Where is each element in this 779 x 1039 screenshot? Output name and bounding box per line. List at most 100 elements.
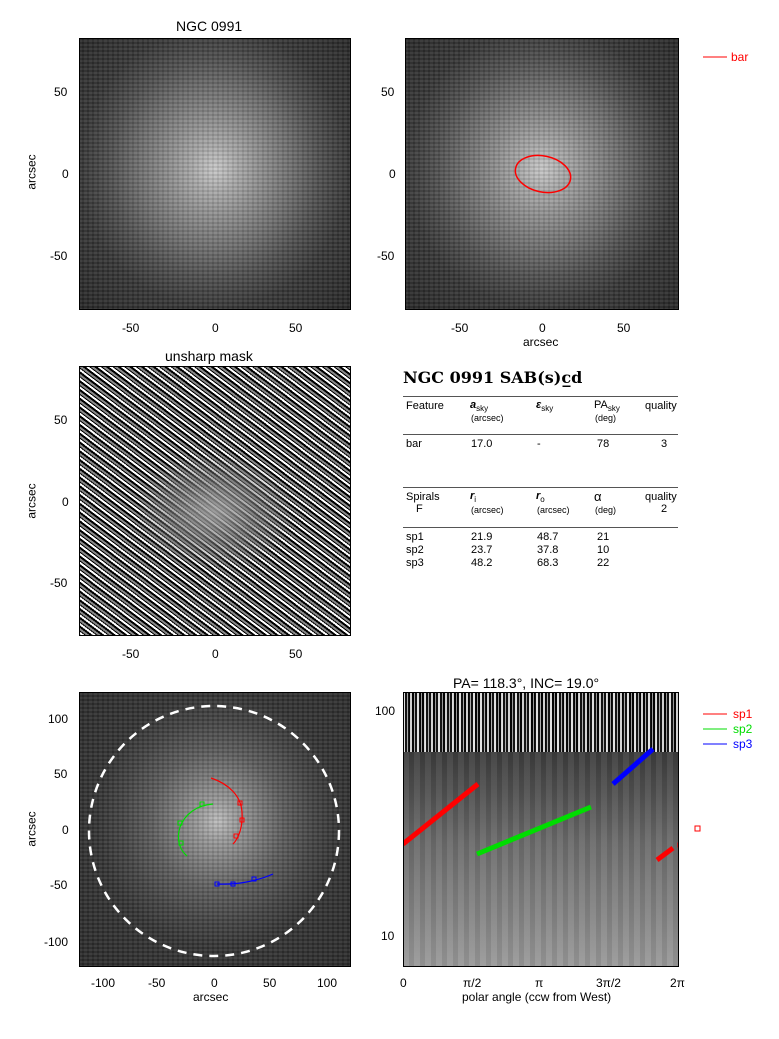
col-header-quality: quality — [645, 400, 677, 412]
polar-noise-band — [403, 692, 679, 752]
arc-marker — [233, 833, 239, 839]
arc-marker — [199, 801, 205, 807]
legend-line-sp2 — [703, 728, 727, 730]
legend-line-sp3 — [703, 743, 727, 745]
col-header-e: εsky — [536, 399, 553, 413]
y-tick-label: 0 — [389, 167, 396, 181]
e-symbol: ε — [536, 399, 542, 411]
e-subscript: sky — [541, 404, 554, 414]
ro-symbol: r — [536, 490, 541, 502]
bar-ellipse-overlay — [514, 154, 572, 194]
arc-marker — [251, 876, 257, 882]
col-header-alpha: α — [594, 489, 602, 504]
legend-line-bar — [703, 56, 727, 58]
offplot-marker — [694, 825, 701, 832]
unsharp-mask-image — [79, 366, 351, 636]
y-tick-label: 50 — [381, 85, 395, 99]
col-header-ri: ri — [470, 490, 476, 504]
legend-label-sp1: sp1 — [733, 707, 753, 721]
legend-line-sp1 — [703, 713, 727, 715]
col-header-a: asky — [470, 399, 488, 413]
polar-line-sp1 — [655, 846, 675, 862]
x-tick-label: -100 — [91, 976, 116, 990]
y-axis-label: arcsec — [24, 154, 39, 190]
x-tick-label: 0 — [212, 321, 219, 335]
spiral-row-ri: 21.9 — [471, 531, 493, 543]
spiral-row-name: sp1 — [406, 531, 424, 543]
spiral-arc-sp2 — [177, 803, 214, 857]
panel-title-polar: PA= 118.3°, INC= 19.0° — [453, 675, 600, 691]
panel-title-unsharp: unsharp mask — [165, 348, 253, 364]
arc-marker — [239, 817, 245, 823]
bar-row-e: - — [537, 438, 541, 450]
polar-spiral-lines — [403, 747, 679, 862]
a-subscript: sky — [476, 404, 489, 414]
x-tick-label: 3π/2 — [596, 976, 621, 990]
panel-title-galaxy: NGC 0991 — [176, 18, 243, 34]
legend-label-sp3: sp3 — [733, 737, 753, 751]
col-header-quality: quality — [645, 491, 677, 503]
x-tick-label: -50 — [122, 647, 140, 661]
bar-row-pa: 78 — [597, 438, 610, 450]
x-tick-label: 0 — [400, 976, 407, 990]
image-noise — [405, 38, 679, 310]
arc-marker — [230, 881, 236, 887]
ri-subscript: i — [474, 495, 477, 505]
x-tick-label: 50 — [617, 321, 631, 335]
col-unit-alpha: (deg) — [595, 505, 617, 515]
a-symbol: a — [470, 399, 477, 411]
table-rule — [403, 487, 678, 488]
legend-label-sp2: sp2 — [733, 722, 753, 736]
bar-row-quality: 3 — [661, 438, 668, 450]
arc-marker — [237, 800, 243, 806]
spiral-row-ro: 48.7 — [537, 531, 559, 543]
unsharp-core — [139, 456, 289, 566]
y-tick-label: -50 — [50, 576, 68, 590]
x-tick-label: 0 — [211, 976, 218, 990]
y-tick-label: 50 — [54, 85, 68, 99]
y-tick-label: 0 — [62, 495, 69, 509]
x-axis-label: polar angle (ccw from West) — [462, 990, 612, 1004]
x-axis-label: arcsec — [193, 990, 229, 1004]
x-tick-label: 100 — [317, 976, 338, 990]
bar-row-a: 17.0 — [471, 438, 493, 450]
arc-marker — [178, 840, 184, 846]
y-tick-label: 100 — [48, 712, 69, 726]
spiral-row-name: sp3 — [406, 557, 424, 569]
table-heading: NGC 0991 SAB(s)c̲d — [403, 368, 583, 387]
x-tick-label: 50 — [289, 321, 303, 335]
x-axis-label: arcsec — [523, 335, 559, 349]
y-tick-label: 50 — [54, 413, 68, 427]
y-tick-label: 100 — [375, 704, 396, 718]
x-tick-label: 0 — [539, 321, 546, 335]
legend-label-bar: bar — [731, 50, 749, 64]
spiral-row-ri: 23.7 — [471, 544, 493, 556]
spiral-row-ro: 68.3 — [537, 557, 559, 569]
col-unit-ri: (arcsec) — [471, 505, 504, 515]
col-unit-a: (arcsec) — [471, 413, 504, 423]
y-tick-label: -100 — [44, 935, 69, 949]
spiral-row-alpha: 10 — [597, 544, 610, 556]
spiral-arc-sp3 — [216, 873, 274, 885]
x-tick-label: -50 — [451, 321, 469, 335]
x-tick-label: π — [535, 976, 544, 990]
ri-symbol: r — [470, 490, 475, 502]
y-tick-label: -50 — [377, 249, 395, 263]
galaxy-image — [79, 38, 351, 310]
image-noise — [79, 38, 351, 310]
table-rule — [403, 396, 678, 397]
x-tick-label: 2π — [670, 976, 685, 990]
spiral-header-label2: F — [416, 503, 423, 515]
outer-radius-circle — [87, 704, 341, 958]
spiral-quality-value: 2 — [661, 503, 668, 515]
x-tick-label: 50 — [289, 647, 303, 661]
arc-marker — [214, 881, 220, 887]
col-unit-ro: (arcsec) — [537, 505, 570, 515]
col-header-feature: Feature — [406, 400, 444, 412]
arc-marker — [677, 842, 679, 848]
pa-subscript: sky — [607, 404, 620, 414]
bar-ellipse — [514, 154, 572, 194]
polar-line-sp1 — [403, 782, 480, 846]
spiral-row-name: sp2 — [406, 544, 424, 556]
spiral-row-alpha: 22 — [597, 557, 610, 569]
